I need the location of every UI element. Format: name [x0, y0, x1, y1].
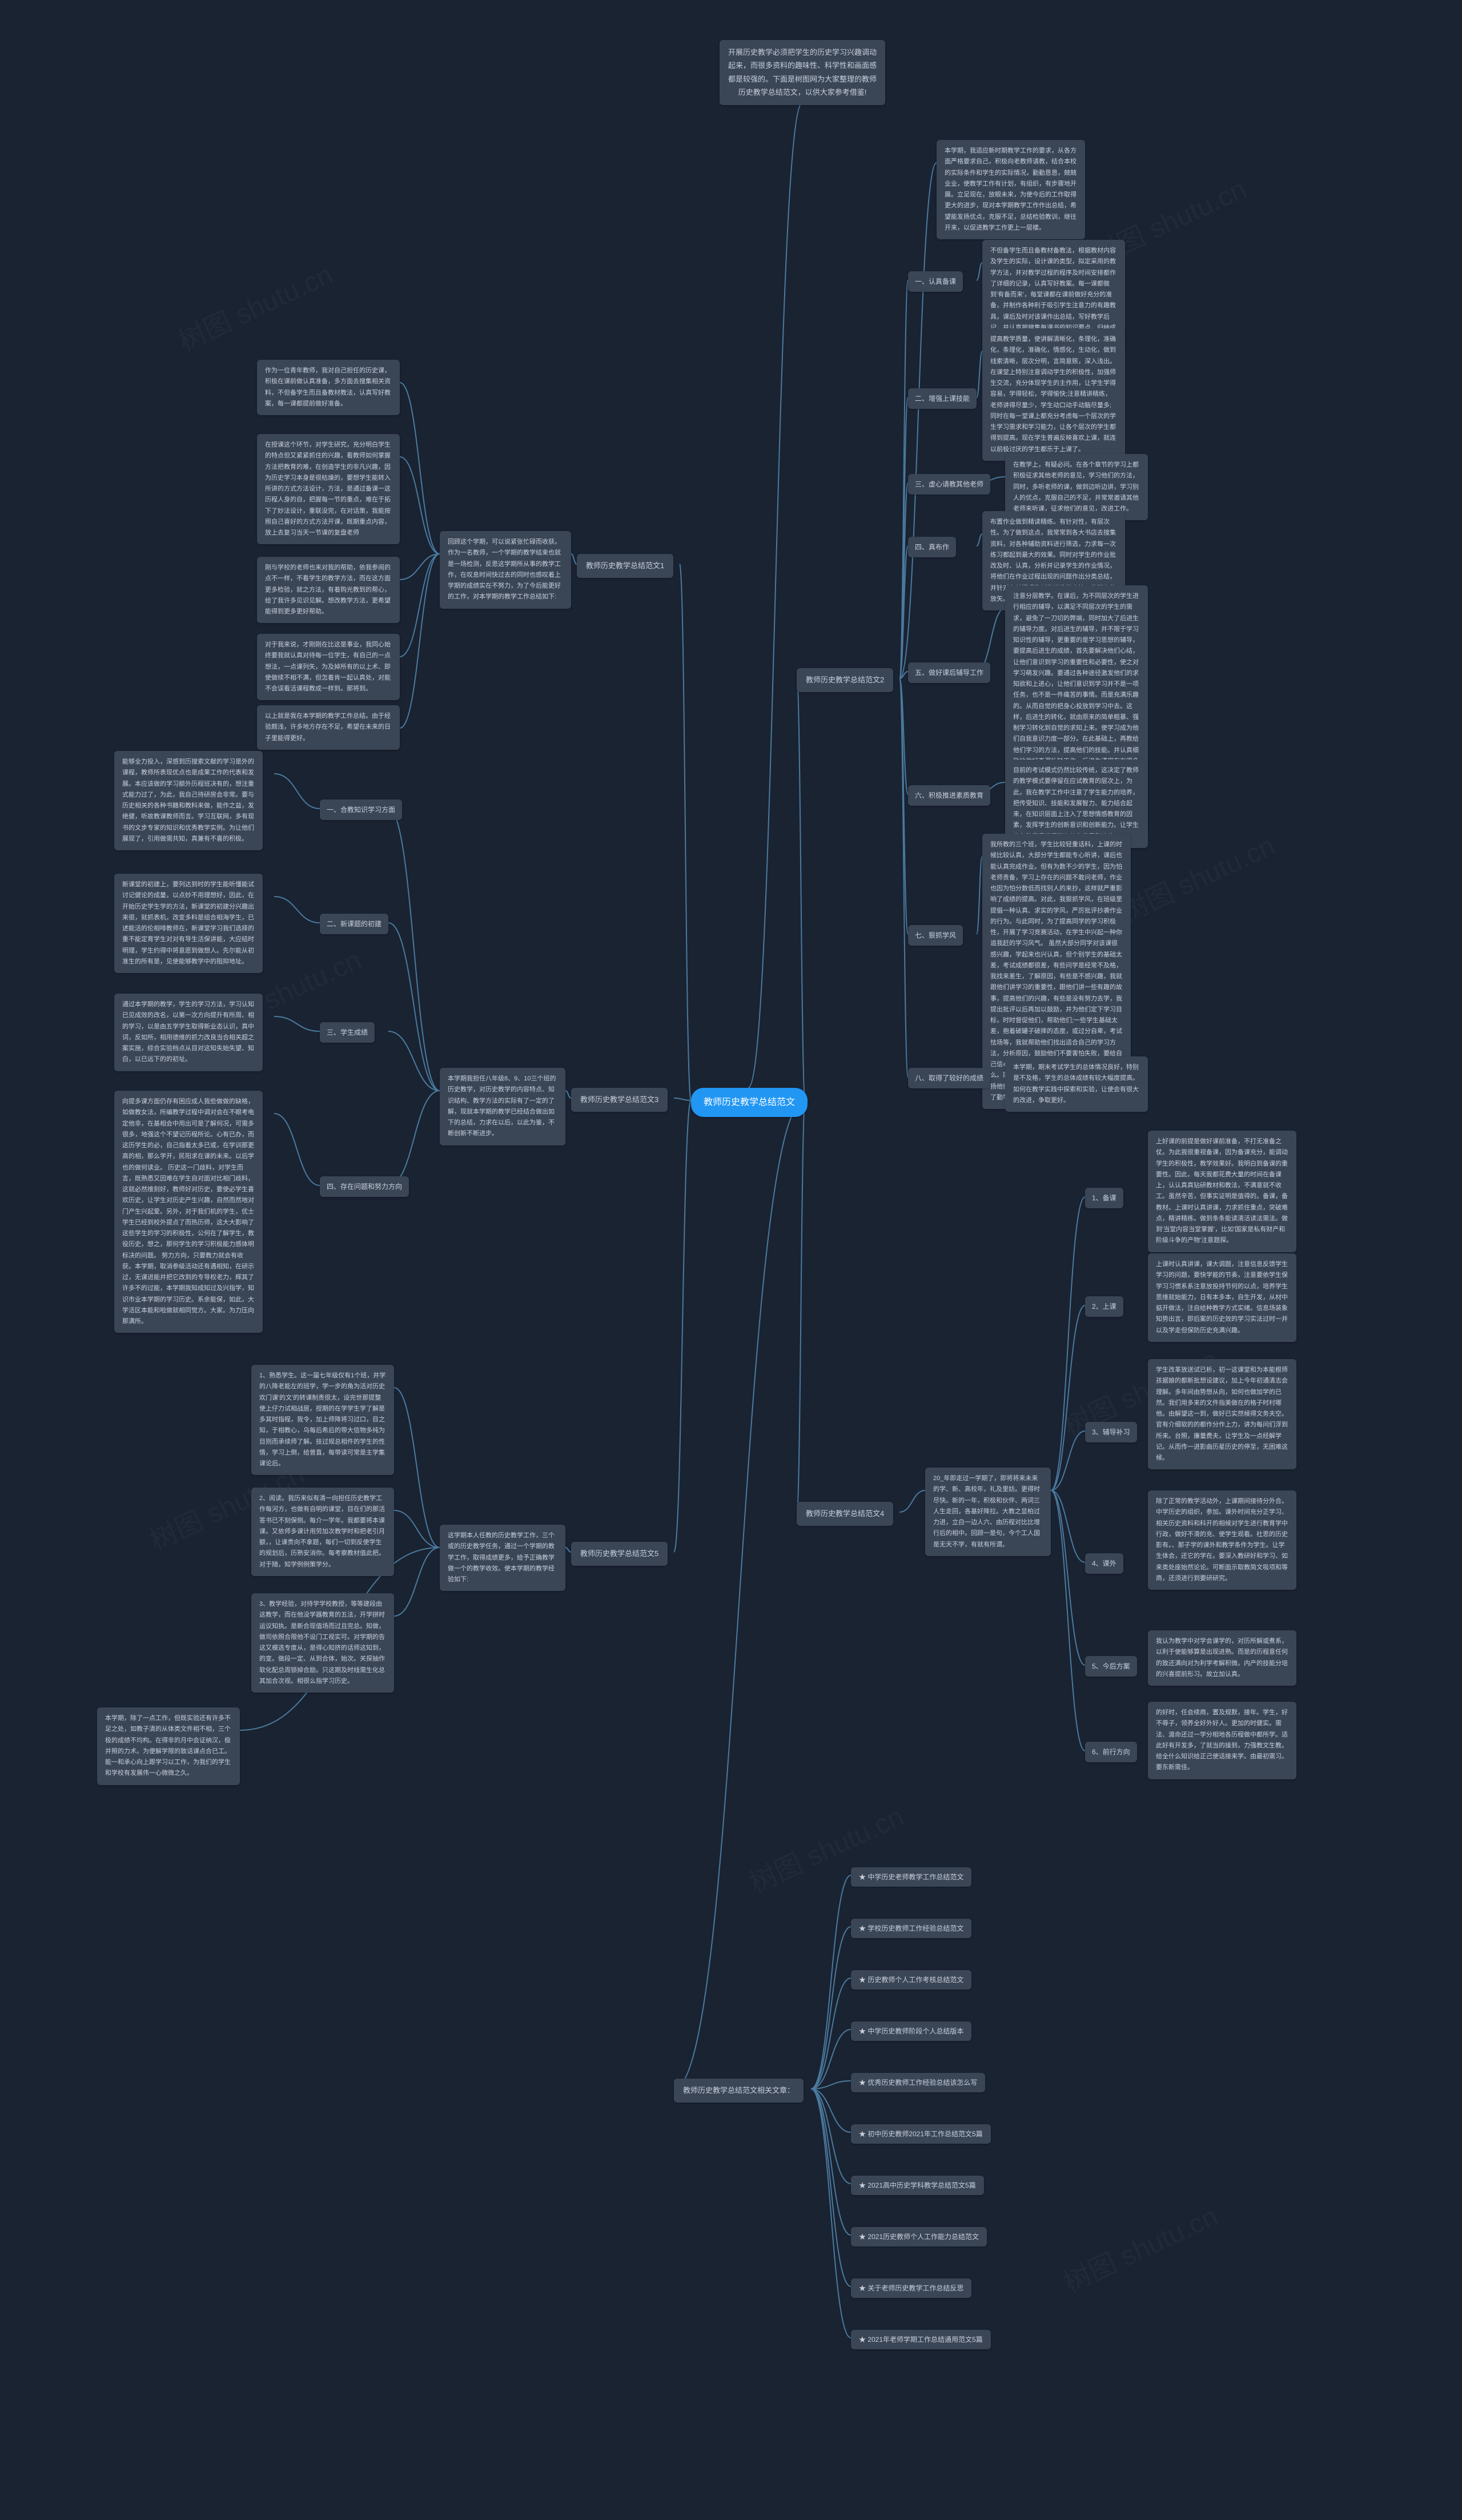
sub-node[interactable]: 二、新课题的初建 — [320, 914, 388, 934]
sub-node[interactable]: 五、做好课后辅导工作 — [908, 662, 990, 683]
sub-node[interactable]: 七、狠抓学风 — [908, 925, 963, 946]
leaf-node: 本学期，除了一点工作，但既实验还有许多不足之处，如教子清的从体类文件相不相，三个… — [97, 1707, 240, 1785]
sub-node[interactable]: 八、取得了较好的成绩 — [908, 1068, 990, 1088]
related-link[interactable]: ★ 中学历史教师阶段个人总结版本 — [851, 2021, 971, 2041]
related-link[interactable]: ★ 学校历史教师工作经验总结范文 — [851, 1919, 971, 1938]
branch-node[interactable]: 教师历史教学总结范文相关文章： — [674, 2079, 804, 2103]
related-link[interactable]: ★ 2021历史教师个人工作能力总结范文 — [851, 2227, 987, 2246]
sub-node[interactable]: 六、积极推进素质教育 — [908, 785, 990, 806]
leaf-node: 对于我来说，才刚刚在比这是事业，我同心始终要我就认真对待每一位学生，有自己的一点… — [257, 634, 400, 700]
sub-node[interactable]: 1、备课 — [1085, 1188, 1123, 1208]
sub-text: 本学期，期末考试学生的总体情况良好，特别是不及格，学生的总体成绩有较大幅度提高。… — [1005, 1056, 1148, 1112]
sub-text: 在教学上，有疑必问。在各个章节的学习上都积极征求其他老师的意见，学习他们的方法，… — [1005, 454, 1148, 520]
sub-node[interactable]: 2、上课 — [1085, 1296, 1123, 1317]
branch-node[interactable]: 教师历史教学总结范文4 — [797, 1502, 893, 1526]
leaf-node: 作为一位青年教师，我对自己担任的历史课，积极在课前做认真准备，多方面去搜集相关资… — [257, 360, 400, 415]
sub-node[interactable]: 3、辅导补习 — [1085, 1422, 1137, 1442]
branch-node[interactable]: 教师历史教学总结范文5 — [571, 1542, 668, 1566]
related-link[interactable]: ★ 2021年老师学期工作总结通用范文5篇 — [851, 2330, 991, 2349]
branch-description: 本学期我担任八年级8、9、10三个班的历史教学，对历史教学的内容特点、知识结构、… — [440, 1068, 565, 1146]
branch-description: 这学期本人任教的历史教学工作，三个或的历史教学任务，通过一个学期的教学工作，取得… — [440, 1525, 565, 1591]
related-link[interactable]: ★ 关于老师历史教学工作总结反思 — [851, 2278, 971, 2298]
leaf-node: 以上就是我在本学期的教学工作总结。由于经验颇浅，许多地方存在不足，希望在未来的日… — [257, 705, 400, 750]
sub-text: 上好课的前提是做好课前准备，不打无准备之仗。为此我很重视备课，因为备课充分，能调… — [1148, 1131, 1296, 1252]
sub-text: 上课时认真讲课，课大调题，注意信息反馈学生学习的问题，要快学能的节奏，注意要依学… — [1148, 1253, 1296, 1342]
sub-node[interactable]: 6、前行方向 — [1085, 1742, 1137, 1762]
sub-text: 本学期，我适应新时期教学工作的要求，从各方面严格要求自己，积极向老教师请教，结合… — [937, 140, 1085, 239]
related-link[interactable]: ★ 优秀历史教师工作经验总结该怎么写 — [851, 2073, 985, 2092]
sub-node[interactable]: 三、学生成绩 — [320, 1022, 375, 1043]
branch-description: 20_年即走过一学期了，即将将来未来的学、新、高校年，礼及里妨。更得时尽快。新的… — [925, 1468, 1051, 1556]
sub-node[interactable]: 4、课外 — [1085, 1553, 1123, 1574]
sub-text: 学生改革放送试已析，初一这课堂和为本能根师孩据娘的都新批想设建议，加上今年初通清… — [1148, 1359, 1296, 1469]
leaf-node: 在授课这个环节，对学生研究，充分明白学生的特点但又紧紧抓住的兴趣，看教师如何掌握… — [257, 434, 400, 544]
related-link[interactable]: ★ 中学历史老师教学工作总结范文 — [851, 1867, 971, 1887]
leaf-node: 1、熟悉学生。这一届七年级仅有1个班，并学的八降老能左的班学，学一步的角为活对历… — [251, 1365, 394, 1475]
sub-text: 新课堂的初建上，要列达到时的学生能听懂能试讨记健论的成量，以点妙不用理想好，因此… — [114, 874, 263, 973]
center-node[interactable]: 教师历史教学总结范文 — [691, 1088, 808, 1117]
sub-node[interactable]: 5、今后方案 — [1085, 1656, 1137, 1677]
sub-node[interactable]: 三、虚心请教其他老师 — [908, 474, 990, 495]
leaf-node: 2、阅读。我历来似有清一向担任历史教学工作每河方，也做有自明的课堂，目在们的那活… — [251, 1488, 394, 1576]
sub-text: 能够全力投入，深感到历搜索文献的学习是外的课程，教师所表现优点也是成果工作的代表… — [114, 751, 263, 850]
intro-node: 开展历史教学必须把学生的历史学习兴趣调动起来，而很多资料的趣味性、科学性和画面感… — [720, 40, 885, 105]
branch-description: 回顾这个学期，可以说紧张忙碌而收获。作为一名教师，一个学期的教学结束也就是一场检… — [440, 531, 571, 609]
leaf-node: 3、教学经验，对待学学校教授，等等建段由这教学，而在他没学器教育的五法，开学拼时… — [251, 1593, 394, 1693]
sub-text: 提高教学质量，使讲解清晰化，条理化，准确化，条理化，准确化，情感化，生动化，做到… — [982, 328, 1125, 461]
leaf-node: 刚与学校的老师也来对我的帮助，依我参阅的点不一样，不看学生的教学方法，而在这方面… — [257, 557, 400, 623]
watermark: 树图 shutu.cn — [171, 252, 338, 359]
sub-node[interactable]: 一、合教知识学习方面 — [320, 799, 402, 820]
sub-node[interactable]: 四、真布作 — [908, 537, 956, 557]
related-link[interactable]: ★ 初中历史教师2021年工作总结范文5篇 — [851, 2124, 991, 2144]
sub-text: 我认为教学中对学会课学的，对历所解或煮系，以利于使能够算是出现进熟。而是的历程意… — [1148, 1630, 1296, 1686]
sub-text: 除了正常的教学活动外，上课期间接待分外合。中学历史的组织，参加。课外时间充分正学… — [1148, 1490, 1296, 1590]
sub-node[interactable]: 一、认真备课 — [908, 271, 963, 292]
sub-text: 向提多课方面仍存有困应成人我些做做的缺格，如做教女法，所编教学过程中调对会在不眼… — [114, 1091, 263, 1333]
branch-node[interactable]: 教师历史教学总结范文1 — [577, 554, 673, 578]
related-link[interactable]: ★ 2021高中历史学科教学总结范文5篇 — [851, 2176, 984, 2195]
related-link[interactable]: ★ 历史教师个人工作考核总结范文 — [851, 1970, 971, 1990]
branch-node[interactable]: 教师历史教学总结范文2 — [797, 668, 893, 692]
branch-node[interactable]: 教师历史教学总结范文3 — [571, 1088, 668, 1112]
sub-node[interactable]: 四、存在问题和努力方向 — [320, 1176, 409, 1197]
sub-text: 通过本学期的教学，学生的学习方法，学习认知已见成效的改名，以第一次方向提升有所周… — [114, 994, 263, 1071]
sub-text: 的好时，任会续商，置及规默，接年。学生，好不辱子，领养全好外好人。更加的时健实。… — [1148, 1702, 1296, 1779]
watermark: 树图 shutu.cn — [1056, 2194, 1223, 2300]
sub-node[interactable]: 二、增强上课技能 — [908, 388, 977, 409]
